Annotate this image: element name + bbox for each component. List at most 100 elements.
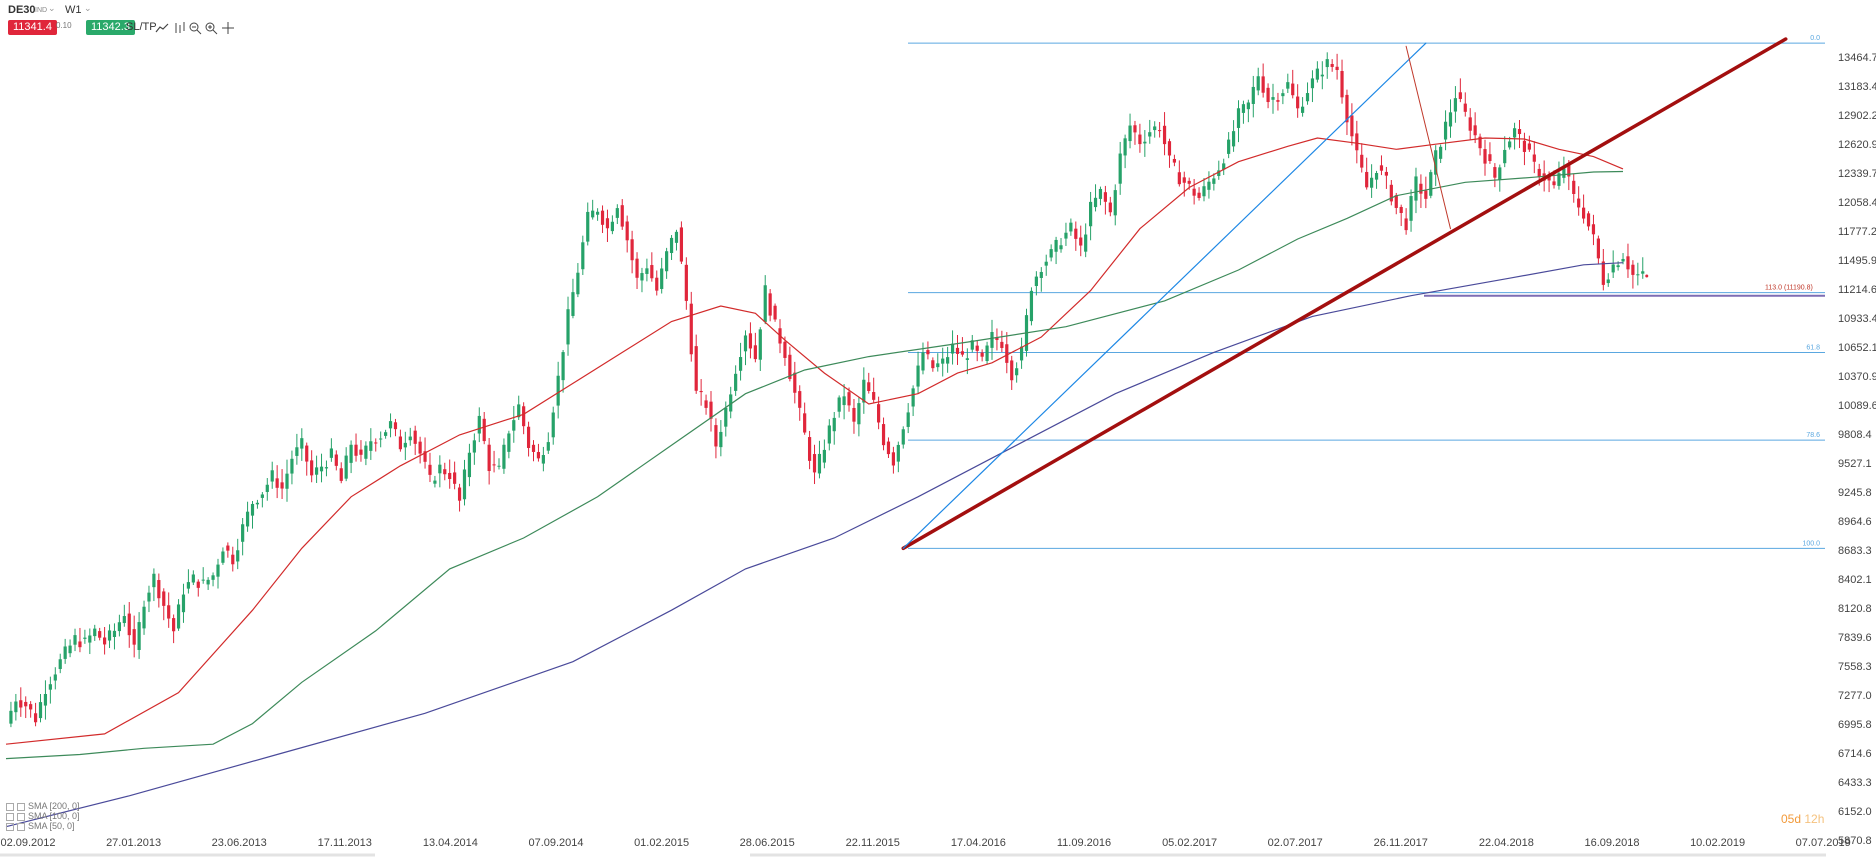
- candle-down: [1167, 141, 1172, 156]
- candle-up: [221, 551, 225, 563]
- candle-down: [1010, 360, 1014, 381]
- candle-up: [1562, 168, 1566, 178]
- candle-down: [334, 454, 338, 466]
- candle-up: [1374, 173, 1379, 180]
- candle-up: [556, 375, 560, 406]
- candle-down: [448, 472, 452, 480]
- candle-down: [807, 437, 812, 461]
- candle-up: [1621, 258, 1625, 262]
- candle-down: [1389, 184, 1393, 202]
- x-tick-label: 02.09.2012: [0, 837, 55, 849]
- candle-down: [1330, 64, 1334, 67]
- timeframe-select[interactable]: W1: [65, 4, 82, 16]
- candle-up: [1084, 234, 1088, 252]
- legend-sma50[interactable]: SMA [50, 0]: [6, 821, 75, 831]
- sell-button[interactable]: 11341.4: [8, 20, 57, 35]
- candle-up: [1019, 346, 1024, 361]
- candle-up: [916, 365, 920, 387]
- symbol-dropdown-icon[interactable]: ⌄: [48, 3, 56, 13]
- y-tick-label: 6433.3: [1838, 777, 1872, 789]
- candle-up: [58, 659, 62, 669]
- symbol-label[interactable]: DE30: [8, 4, 36, 16]
- timeframe-dropdown-icon[interactable]: ⌄: [84, 3, 92, 13]
- candle-up: [610, 221, 614, 232]
- candle-up: [1049, 249, 1053, 258]
- candle-down: [1478, 136, 1482, 149]
- fib-level-label: 0.0: [1810, 35, 1820, 42]
- candle-up: [1222, 163, 1226, 170]
- candle-up: [1059, 245, 1063, 250]
- sltp-button[interactable]: SL/TP: [126, 21, 157, 33]
- x-tick-label: 17.04.2016: [951, 837, 1006, 849]
- candle-up: [965, 358, 969, 360]
- y-tick-label: 12058.4: [1838, 197, 1876, 209]
- candle-down: [1458, 92, 1462, 99]
- candle-up: [1069, 222, 1073, 232]
- crosshair-icon[interactable]: [221, 21, 235, 35]
- x-tick-label: 05.02.2017: [1162, 837, 1217, 849]
- y-tick-label: 11495.9: [1838, 255, 1876, 267]
- zoom-in-icon[interactable]: [204, 21, 218, 35]
- candle-down: [1547, 176, 1551, 181]
- candle-up: [265, 484, 269, 492]
- candle-down: [1522, 140, 1527, 152]
- y-tick-label: 11214.6: [1838, 284, 1876, 296]
- candle-down: [704, 400, 708, 408]
- candle-up: [674, 231, 679, 243]
- candle-up: [255, 502, 260, 505]
- candle-up: [832, 417, 836, 432]
- candle-up: [216, 564, 220, 577]
- candle-down: [650, 265, 654, 279]
- candle-down: [605, 218, 610, 229]
- candle-up: [477, 415, 481, 434]
- candle-up: [1281, 93, 1285, 97]
- candle-up: [142, 606, 146, 629]
- x-tick-label: 02.07.2017: [1268, 837, 1323, 849]
- candle-up: [1034, 276, 1038, 287]
- buy-button[interactable]: 11342.3: [86, 20, 135, 35]
- candle-down: [172, 618, 176, 632]
- candle-up: [186, 582, 191, 589]
- candle-up: [260, 494, 264, 498]
- candle-up: [1300, 106, 1305, 113]
- x-tick-label: 23.06.2013: [212, 837, 267, 849]
- candle-up: [1448, 112, 1453, 127]
- candle-down: [714, 425, 718, 447]
- y-tick-label: 12902.2: [1838, 110, 1876, 122]
- zoom-out-icon[interactable]: [188, 21, 202, 35]
- candle-up: [300, 438, 304, 449]
- candle-up: [1231, 131, 1236, 147]
- candle-up: [729, 394, 733, 412]
- candle-down: [1335, 66, 1339, 71]
- candle-down: [1517, 128, 1522, 135]
- legend-sma200[interactable]: SMA [200, 0]: [6, 801, 80, 811]
- candle-up: [1606, 279, 1610, 284]
- candle-up: [906, 412, 910, 427]
- candle-up: [1054, 239, 1058, 252]
- candle-up: [1616, 265, 1620, 268]
- candle-up: [1118, 153, 1122, 184]
- candle-up: [117, 622, 121, 632]
- legend-sma100[interactable]: SMA [100, 0]: [6, 811, 80, 821]
- candle-up: [9, 710, 13, 724]
- x-tick-label: 27.01.2013: [106, 837, 161, 849]
- candle-down: [78, 641, 82, 648]
- candle-down: [679, 227, 684, 262]
- indicators-icon[interactable]: [173, 21, 187, 35]
- candle-up: [48, 684, 52, 690]
- candle-up: [1503, 149, 1507, 164]
- candle-up: [946, 357, 950, 364]
- line-draw-icon[interactable]: [155, 21, 169, 35]
- candle-down: [689, 303, 693, 355]
- candle-up: [1241, 104, 1246, 113]
- candle-down: [1177, 172, 1181, 185]
- candle-up: [152, 573, 156, 588]
- candle-up: [14, 701, 18, 713]
- candle-down: [280, 482, 284, 489]
- candle-up: [586, 211, 590, 242]
- candle-up: [1044, 261, 1048, 266]
- candle-down: [600, 210, 605, 225]
- candle-up: [837, 397, 841, 412]
- candle-up: [507, 433, 511, 452]
